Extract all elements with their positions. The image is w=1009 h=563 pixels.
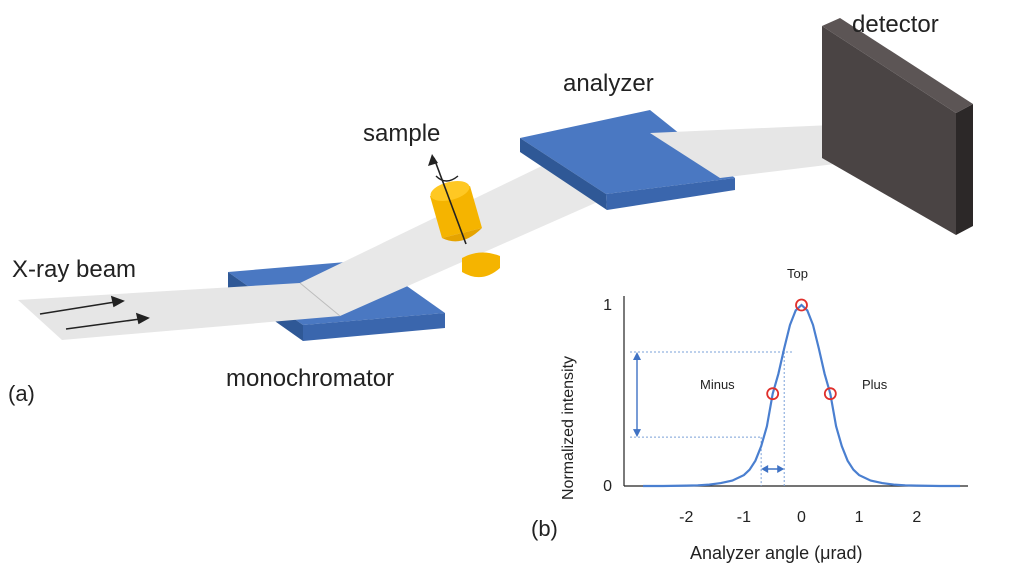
rotation-arrow-head [428, 154, 438, 166]
detector-top [822, 18, 973, 113]
incident-beam [18, 283, 340, 340]
detector-front [822, 26, 956, 235]
label-monochromator: monochromator [226, 365, 394, 392]
x-tick-label: 2 [912, 509, 921, 526]
y-axis-label: Normalized intensity [560, 356, 577, 500]
detector-side [956, 104, 973, 235]
x-tick-label: 1 [855, 509, 864, 526]
label-analyzer: analyzer [563, 70, 654, 97]
analyzer-side-left [520, 138, 607, 210]
y-tick-label: 0 [603, 478, 612, 495]
x-tick-label: 0 [797, 509, 806, 526]
angle-arrow-head-left [761, 465, 769, 473]
label-sample: sample [363, 120, 440, 147]
annotation-plus: Plus [862, 377, 888, 392]
monochromator-side [303, 313, 445, 341]
label-panel-a: (a) [8, 381, 35, 406]
detector-plate [822, 18, 973, 235]
beam-arrows [39, 295, 150, 330]
intensity-arrow-head-top [633, 352, 641, 361]
sample-rotation-axis [433, 157, 467, 245]
rotation-arc [435, 175, 459, 182]
label-panel-b: (b) [531, 516, 558, 541]
x-axis-label: Analyzer angle (μrad) [690, 543, 862, 563]
angle-arrow-head-right [777, 465, 785, 473]
label-xray-beam: X-ray beam [12, 256, 136, 283]
sample-cylinder [428, 154, 482, 245]
rocking-curve-chart: -2 -1 0 1 2 0 1 Normalized intensity Analyzer … [531, 266, 968, 563]
analyzer-side [606, 178, 735, 210]
x-tick-label: -2 [679, 509, 693, 526]
y-tick-label: 1 [603, 297, 612, 314]
x-tick-label: -1 [737, 509, 751, 526]
intensity-arrow-head-bottom [633, 429, 641, 438]
series-line [643, 303, 960, 488]
analyzer-crystal [520, 110, 735, 210]
marker-top [795, 298, 808, 312]
marker-plus [823, 387, 837, 401]
annotation-top: Top [787, 266, 808, 281]
label-detector: detector [852, 11, 939, 38]
annotation-minus: Minus [700, 377, 735, 392]
beam-fold-line [299, 282, 341, 317]
marker-minus [766, 387, 780, 401]
sample-lower [462, 252, 500, 278]
